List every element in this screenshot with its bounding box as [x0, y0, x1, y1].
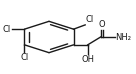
Text: NH₂: NH₂: [115, 32, 132, 42]
Text: OH: OH: [81, 55, 94, 64]
Text: Cl: Cl: [86, 15, 94, 24]
Text: Cl: Cl: [3, 25, 11, 34]
Text: Cl: Cl: [20, 53, 29, 62]
Text: O: O: [98, 20, 105, 29]
